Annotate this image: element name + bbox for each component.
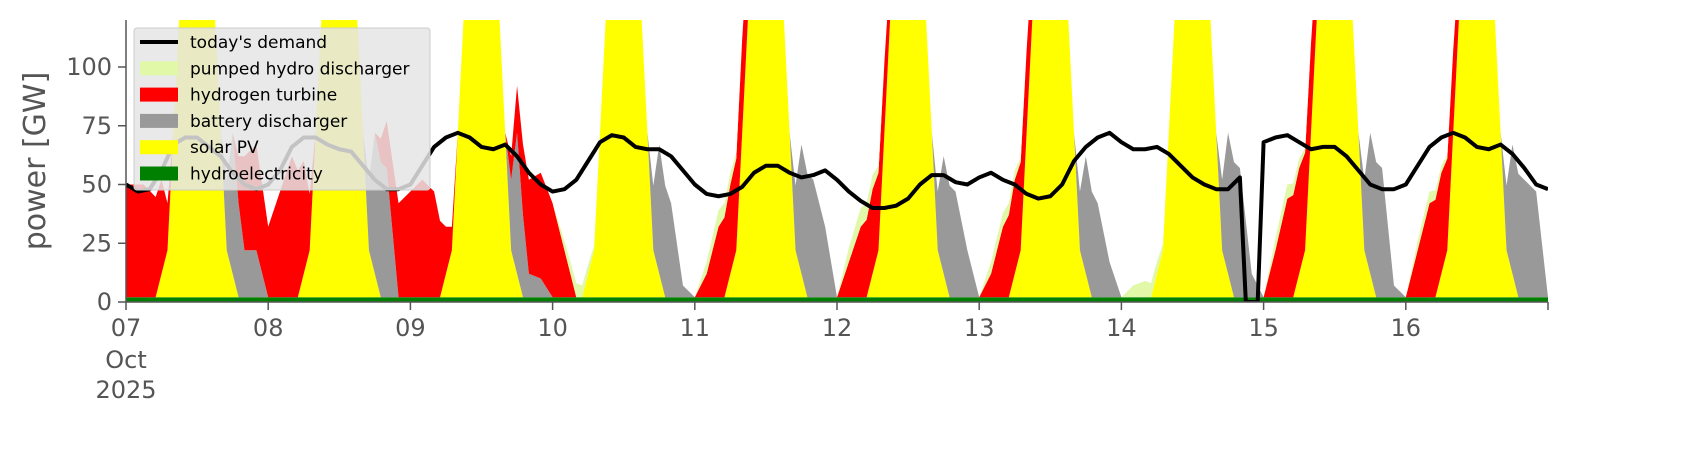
y-tick-label: 0 [97, 288, 112, 316]
y-tick-label: 100 [66, 53, 112, 81]
legend-swatch-hydrogen-turbine [140, 87, 178, 102]
x-tick-label: 13 [964, 314, 995, 342]
legend-label-battery-discharger: battery discharger [190, 112, 347, 132]
area-hydroelectricity [126, 297, 1548, 302]
y-axis-title: power [GW] [18, 72, 53, 251]
x-tick-label: 12 [822, 314, 853, 342]
x-tick-year: 2025 [95, 376, 156, 404]
area-hydrogen-turbine [126, 20, 1548, 298]
x-tick-label: 15 [1248, 314, 1279, 342]
y-tick-label: 50 [81, 171, 112, 199]
legend-label-pumped-hydro-discharger: pumped hydro discharger [190, 59, 409, 79]
legend-label-hydrogen-turbine: hydrogen turbine [190, 86, 337, 106]
legend-swatch-pumped-hydro-discharger [140, 61, 178, 76]
legend-swatch-battery-discharger [140, 113, 178, 128]
x-tick-label: 14 [1106, 314, 1137, 342]
legend-label-solar-pv: solar PV [190, 138, 259, 158]
x-tick-label: 16 [1391, 314, 1422, 342]
y-tick-label: 75 [81, 112, 112, 140]
legend-box [133, 27, 431, 191]
x-tick-label: 08 [253, 314, 284, 342]
x-tick-label: 10 [537, 314, 568, 342]
stacked-areas [126, 20, 1548, 302]
x-tick-label: 09 [395, 314, 426, 342]
legend: today's demand pumped hydro discharger hyd… [133, 27, 431, 191]
legend-swatch-solar-pv [140, 140, 178, 155]
legend-label-hydroelectricity: hydroelectricity [190, 165, 323, 185]
x-tick-label: 07 [111, 314, 142, 342]
y-tick-label: 25 [81, 229, 112, 257]
x-tick-label: 11 [680, 314, 711, 342]
legend-label-today-s-demand: today's demand [190, 33, 327, 53]
area-solar-pv [126, 20, 1548, 298]
x-tick-month: Oct [105, 346, 147, 374]
legend-swatch-hydroelectricity [140, 166, 178, 181]
